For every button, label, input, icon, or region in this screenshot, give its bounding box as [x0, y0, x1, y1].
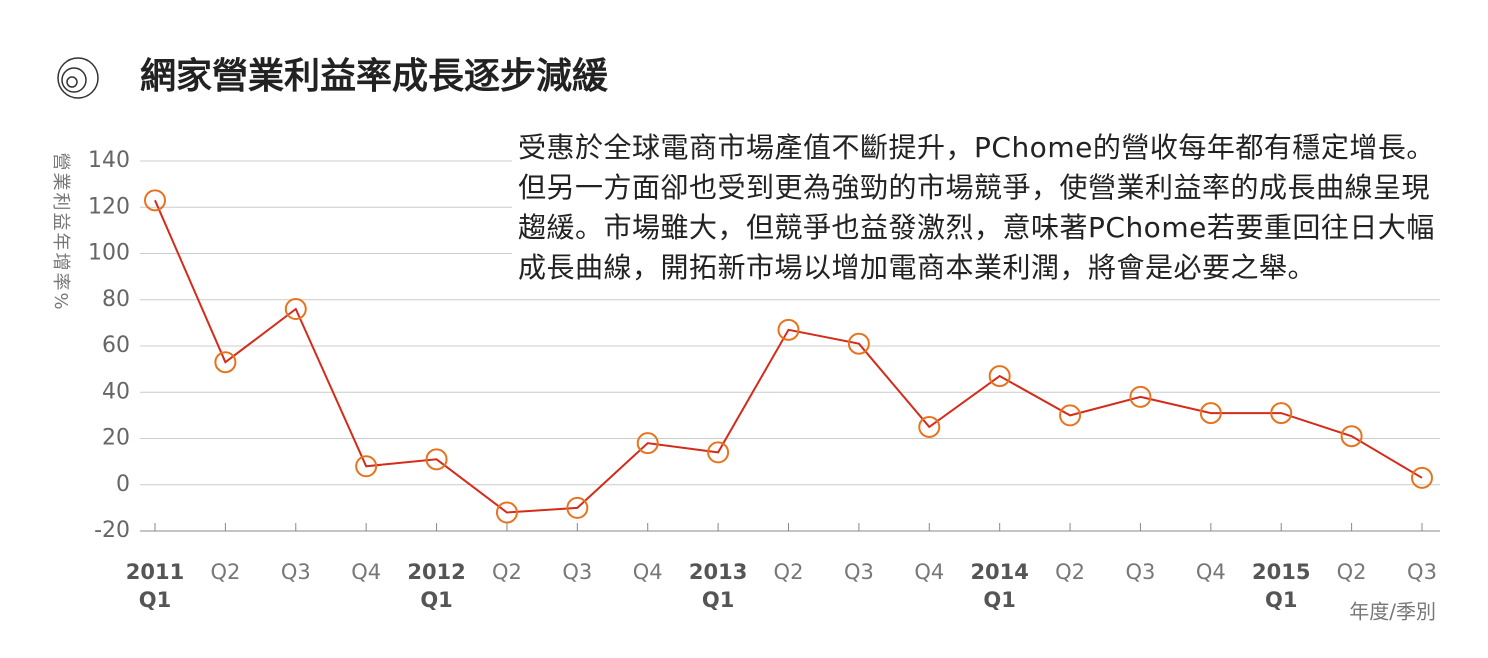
x-tick-label: Q3: [844, 560, 874, 584]
y-tick-label: 20: [102, 426, 130, 451]
x-tick-label: Q2: [774, 560, 804, 584]
x-tick-label: Q2: [492, 560, 522, 584]
y-tick-label: 60: [102, 333, 130, 358]
x-tick-label: Q3: [562, 560, 592, 584]
point-marker: [495, 501, 518, 524]
x-tick-label: Q3: [1407, 560, 1437, 584]
point-marker: [777, 318, 800, 341]
y-tick-label: 120: [88, 194, 130, 219]
x-tick-label: Q1: [702, 588, 734, 612]
y-tick-label: 100: [88, 241, 130, 266]
y-axis-label: 營業利益年增率%: [50, 152, 71, 311]
x-tick-label: 2012: [407, 560, 465, 584]
x-tick-label: Q1: [139, 588, 171, 612]
x-tick-label: 2015: [1252, 560, 1310, 584]
y-tick-label: 40: [102, 379, 130, 404]
title-icon: [57, 57, 99, 99]
x-tick-label: 2014: [970, 560, 1028, 584]
point-marker: [1199, 402, 1222, 425]
y-tick-label: 80: [102, 287, 130, 312]
point-marker: [425, 448, 448, 471]
y-tick-label: 140: [88, 148, 130, 173]
point-marker: [144, 189, 166, 212]
point-marker: [636, 432, 659, 455]
x-tick-label: Q4: [914, 560, 944, 584]
point-marker: [214, 351, 237, 374]
point-marker: [918, 415, 941, 438]
x-tick-label: 2011: [126, 560, 184, 584]
x-tick-label: Q1: [983, 588, 1015, 612]
annotation: 受惠於全球電商市場產值不斷提升，PChome的營收每年都有穩定增長。但另一方面卻…: [512, 128, 1444, 288]
point-marker: [847, 332, 870, 355]
x-tick-label: Q4: [633, 560, 663, 584]
chart-title: 網家營業利益率成長逐步減緩: [140, 56, 609, 97]
point-marker: [1270, 402, 1293, 425]
x-axis-label: 年度/季別: [1349, 600, 1436, 624]
x-tick-label: Q3: [1125, 560, 1155, 584]
x-tick-label: Q2: [1055, 560, 1085, 584]
x-tick-label: Q1: [420, 588, 452, 612]
point-marker: [988, 365, 1011, 388]
x-tick-label: Q3: [281, 560, 311, 584]
x-tick-label: Q2: [1337, 560, 1367, 584]
point-marker: [1059, 404, 1082, 427]
y-tick-label: 0: [116, 472, 130, 497]
point-marker: [566, 496, 589, 519]
x-tick-label: 2013: [689, 560, 747, 584]
point-marker: [284, 298, 307, 320]
x-tick-label: Q1: [1265, 588, 1297, 612]
x-tick-label: Q4: [1196, 560, 1226, 584]
point-marker: [355, 455, 378, 478]
point-marker: [1129, 385, 1152, 408]
x-tick-label: Q2: [210, 560, 240, 584]
series-line: [154, 199, 1423, 514]
plot: -20 0 20 40 60 80 100 120 140 2011 Q1 Q2 Q3 Q4 2012 Q1 Q…: [88, 148, 1440, 612]
y-tick-label: -20: [94, 518, 130, 543]
point-marker: [1411, 466, 1433, 489]
point-marker: [1340, 425, 1363, 448]
x-tick-label: Q4: [351, 560, 381, 584]
point-marker: [707, 441, 730, 464]
